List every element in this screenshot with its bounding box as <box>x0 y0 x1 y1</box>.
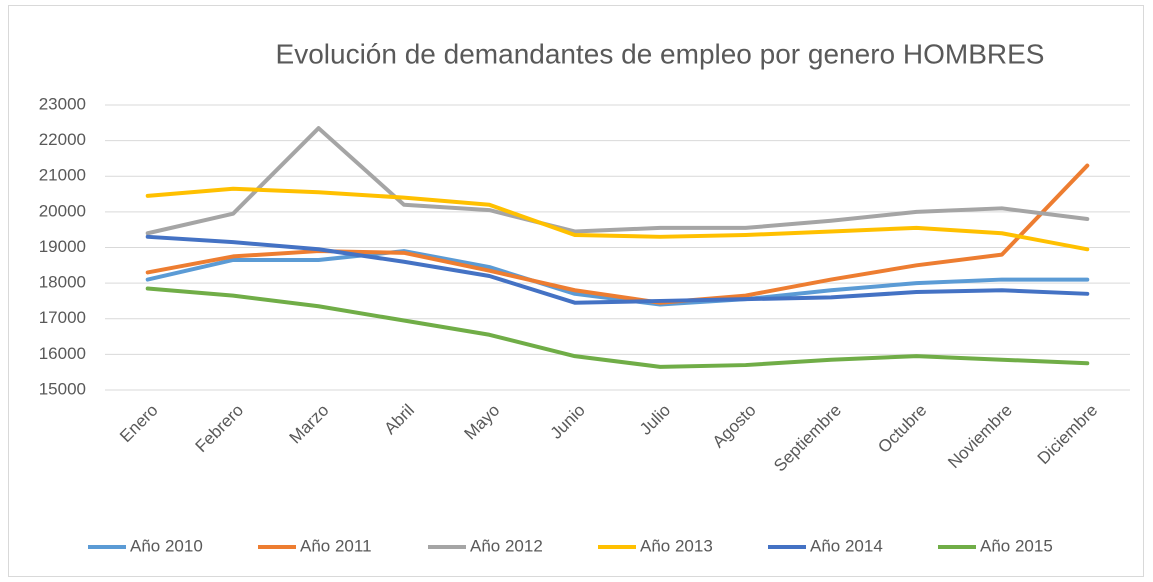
legend-label: Año 2010 <box>130 536 203 555</box>
y-tick-label: 21000 <box>39 166 86 185</box>
legend-label: Año 2015 <box>980 536 1053 555</box>
y-tick-label: 23000 <box>39 94 86 113</box>
y-tick-label: 17000 <box>39 308 86 327</box>
y-tick-label: 20000 <box>39 201 86 220</box>
y-tick-label: 18000 <box>39 273 86 292</box>
series-line <box>145 286 1090 369</box>
legend-label: Año 2011 <box>300 536 372 555</box>
y-tick-label: 22000 <box>39 130 86 149</box>
y-tick-label: 15000 <box>39 379 86 398</box>
series-line <box>145 186 1090 252</box>
series-line <box>145 163 1090 305</box>
series-line <box>145 234 1090 305</box>
legend-label: Año 2013 <box>640 536 713 555</box>
series-line <box>145 126 1090 236</box>
legend-label: Año 2012 <box>470 536 543 555</box>
y-tick-label: 16000 <box>39 344 86 363</box>
series-line <box>145 249 1090 307</box>
chart-title: Evolución de demandantes de empleo por g… <box>276 38 1045 69</box>
legend-label: Año 2014 <box>810 536 883 555</box>
y-tick-label: 19000 <box>39 237 86 256</box>
